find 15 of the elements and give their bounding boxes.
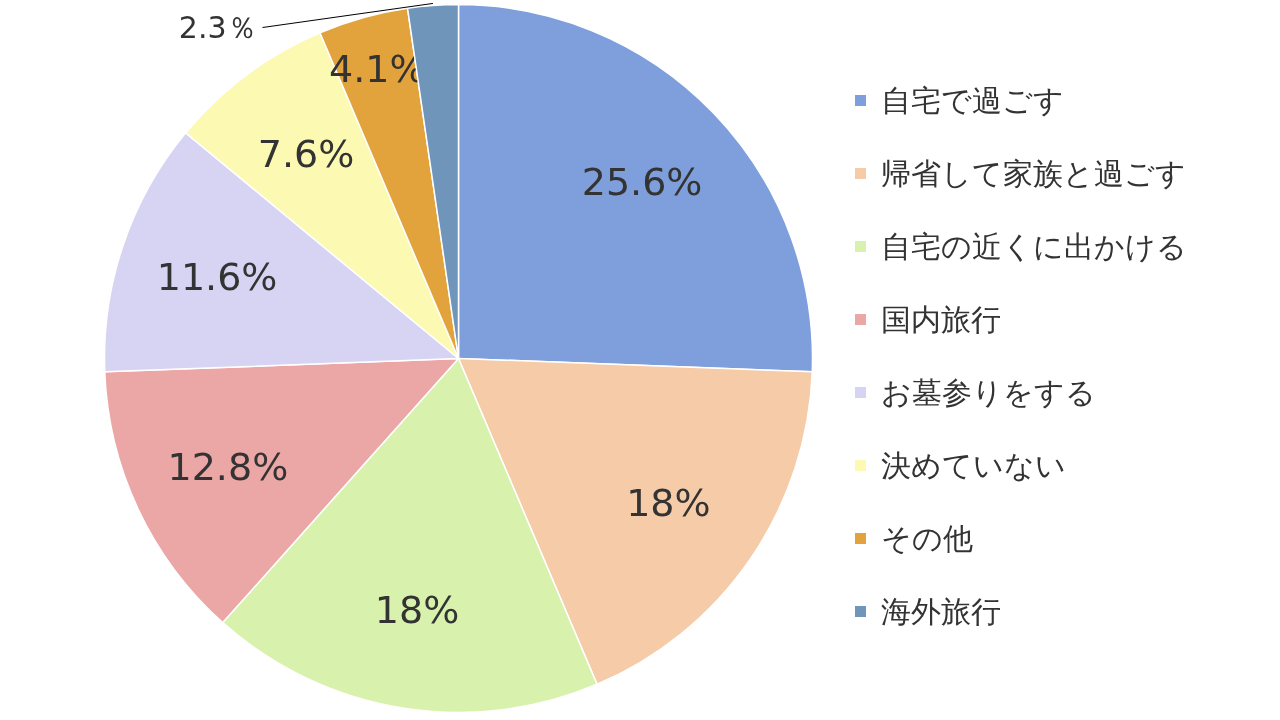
legend-label: 決めていない [880,448,1066,483]
data-label: 25.6% [581,159,703,204]
data-label: 7.6% [257,132,355,177]
data-label: 2.3％ [178,10,257,45]
data-label: 12.8% [167,445,289,490]
legend-label: お墓参りをする [880,375,1096,410]
legend-label: その他 [880,521,973,556]
data-label: 11.6% [156,254,278,299]
legend-label: 自宅で過ごす [880,83,1064,118]
legend-label: 海外旅行 [880,594,1001,629]
legend-label: 自宅の近くに出かける [880,229,1187,264]
legend-label: 国内旅行 [880,302,1001,337]
data-label: 18% [626,481,711,526]
data-label: 18% [374,587,460,632]
legend-label: 帰省して家族と過ごす [880,156,1186,191]
